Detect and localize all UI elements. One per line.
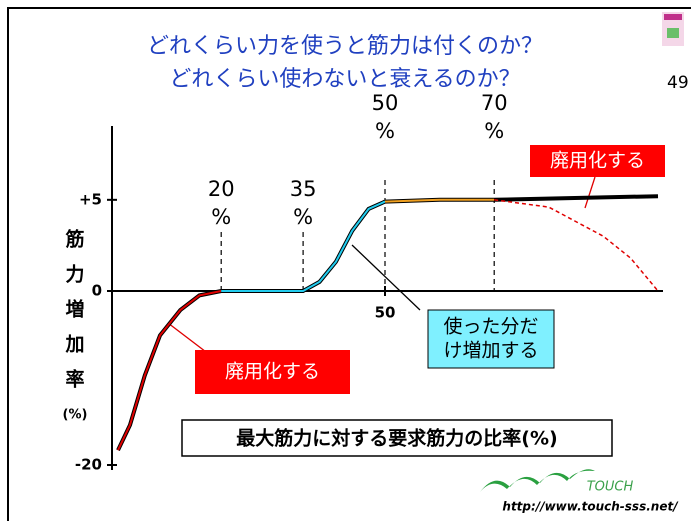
y-axis-label: 力 xyxy=(65,263,84,286)
callout-leader xyxy=(584,176,596,209)
thumbnail-band xyxy=(664,14,682,20)
y-tick-label: +5 xyxy=(79,190,102,208)
callout-text: 使った分だ xyxy=(443,316,538,338)
callout-box xyxy=(530,145,665,177)
callout-text: 廃用化する xyxy=(225,361,320,383)
reference-label: % xyxy=(484,119,504,143)
y-axis-label: 加 xyxy=(64,334,84,356)
logo-text: TOUCH xyxy=(587,480,634,495)
thumbnail-figure xyxy=(667,28,679,38)
reference-label: 20 xyxy=(208,177,235,201)
line xyxy=(117,290,222,451)
line xyxy=(494,199,659,292)
title-line: どれくらい力を使うと筋力は付くのか？ xyxy=(147,34,543,59)
reference-label: % xyxy=(293,205,313,229)
reference-label: % xyxy=(375,119,395,143)
y-axis-label: 増 xyxy=(65,298,84,321)
logo-url: http://www.touch-sss.net/ xyxy=(502,500,679,514)
title-line: どれくらい使わないと衰えるのか？ xyxy=(169,67,520,92)
callout-box xyxy=(427,309,555,369)
logo-mark xyxy=(480,469,595,492)
y-axis-label: 率 xyxy=(65,368,84,391)
reference-label: 35 xyxy=(290,177,317,201)
thumbnail xyxy=(662,12,684,46)
page-number: 49 xyxy=(667,73,689,93)
reference-label: 70 xyxy=(481,91,508,115)
y-tick-label: -20 xyxy=(75,456,102,474)
x-axis-label: 最大筋力に対する要求筋力の比率(%) xyxy=(236,427,557,450)
x-tick-label: 50 xyxy=(375,304,396,322)
x-label-box xyxy=(181,419,613,457)
reference-label: % xyxy=(211,205,231,229)
line xyxy=(494,195,659,201)
y-tick-label: 0 xyxy=(92,282,102,300)
y-axis-label: 筋 xyxy=(65,228,84,251)
callout-text: 廃用化する xyxy=(550,150,645,172)
callout-box xyxy=(195,350,350,394)
callout-leader xyxy=(167,322,211,356)
reference-label: 50 xyxy=(372,91,399,115)
line xyxy=(384,198,495,203)
slide-frame xyxy=(7,7,691,521)
line xyxy=(221,200,386,292)
y-axis-label: (%) xyxy=(63,408,88,423)
callout-leader xyxy=(351,244,421,311)
callout-text: け増加する xyxy=(443,340,538,362)
